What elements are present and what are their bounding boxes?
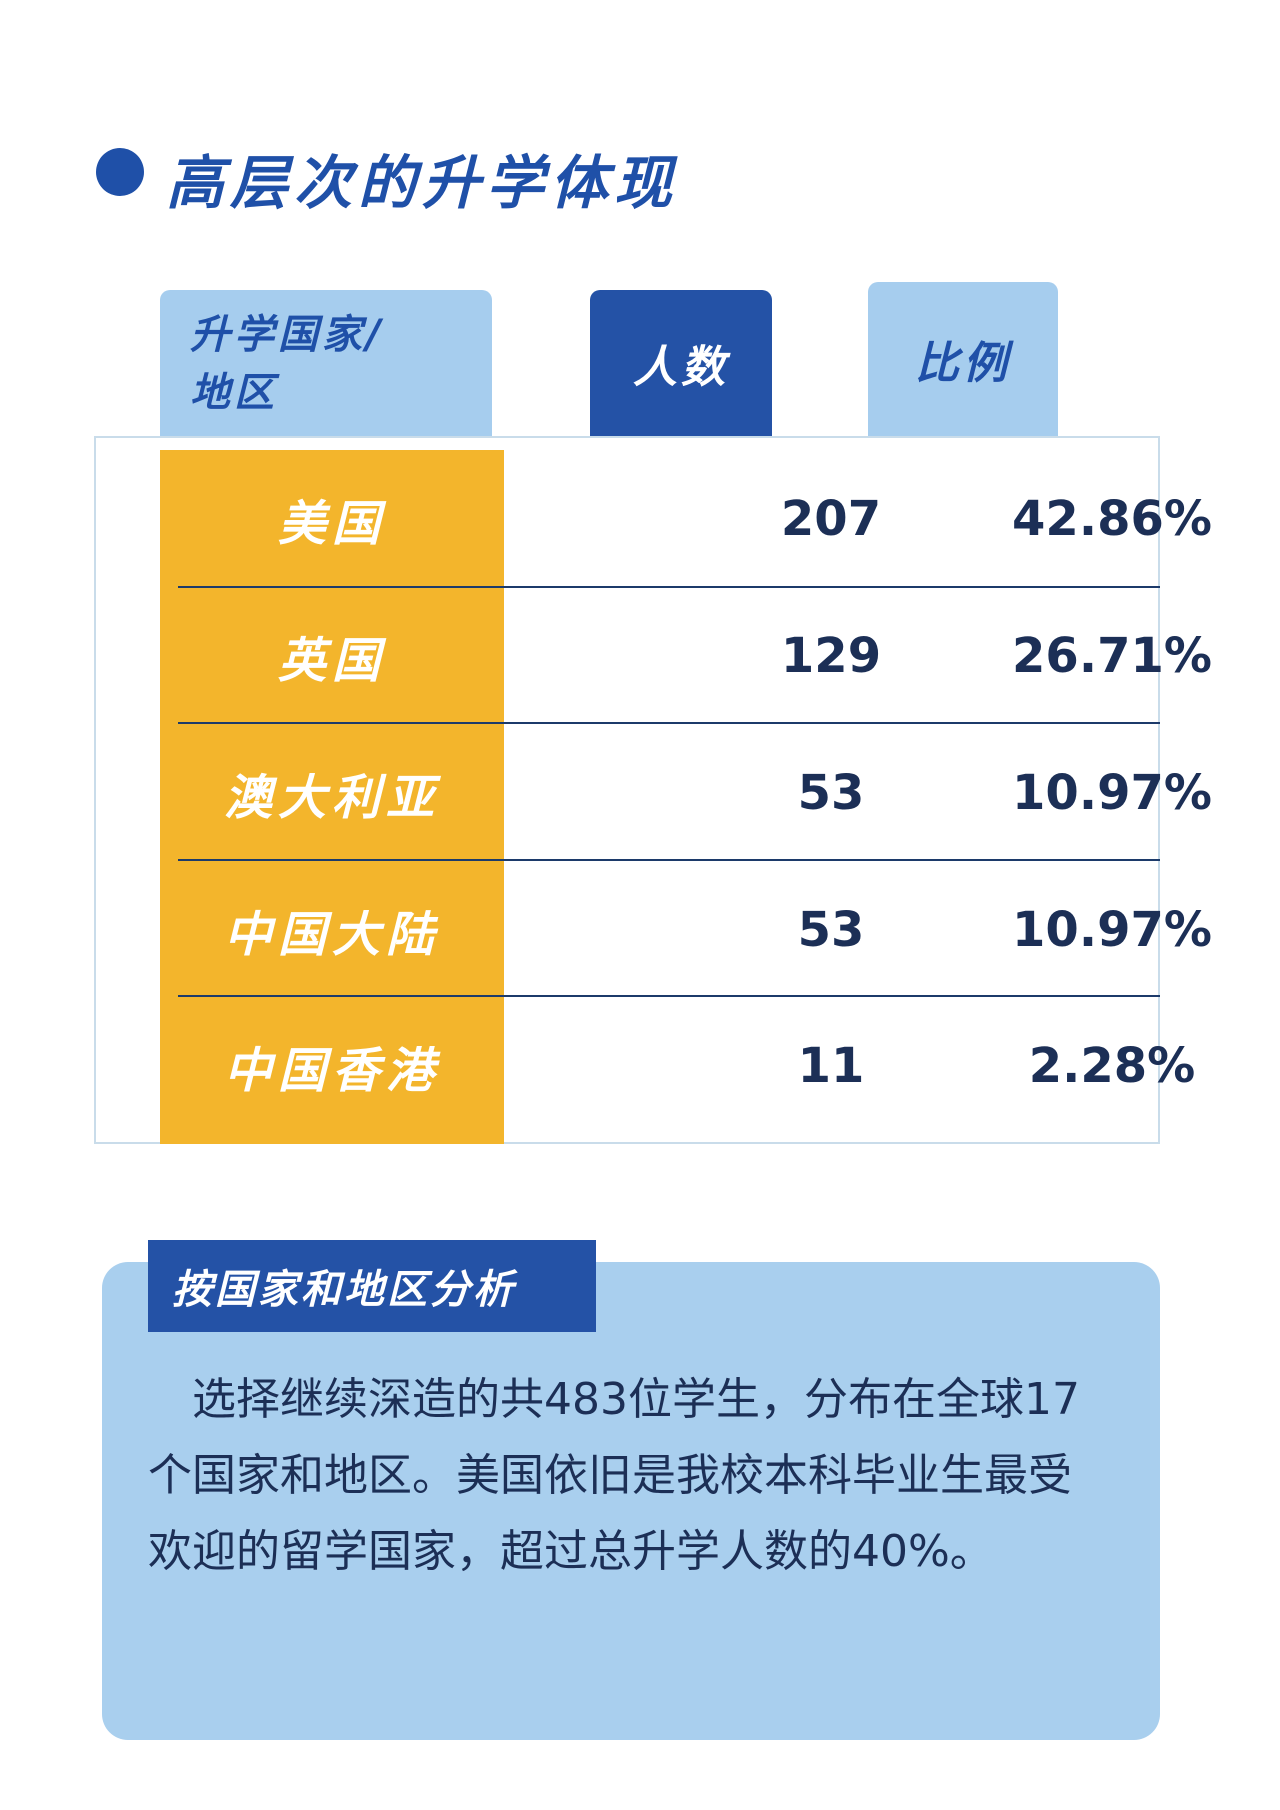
header-region-line2: 地区	[190, 370, 278, 416]
analysis-panel	[102, 1262, 1160, 1740]
table-row: 英国 129 26.71%	[160, 587, 1212, 724]
cell-count: 53	[797, 901, 865, 958]
row-divider	[178, 586, 1160, 588]
table-row: 中国香港 11 2.28%	[160, 997, 1195, 1134]
region-column-background	[160, 450, 504, 1144]
header-region-line1: 升学国家/	[190, 312, 385, 358]
cell-ratio: 26.71%	[1012, 627, 1212, 684]
cell-region: 中国香港	[223, 1042, 440, 1099]
analysis-text: 选择继续深造的共483位学生，分布在全球17个国家和地区。美国依旧是我校本科毕业…	[148, 1374, 1080, 1577]
cell-region: 英国	[277, 632, 386, 689]
cell-region: 中国大陆	[223, 906, 440, 963]
title-bullet-icon	[96, 148, 144, 196]
table-row: 美国 207 42.86%	[160, 450, 1212, 587]
header-count: 人数	[590, 290, 772, 436]
row-divider	[178, 859, 1160, 861]
cell-count: 207	[780, 490, 882, 547]
row-divider	[178, 995, 1160, 997]
cell-count: 11	[797, 1037, 865, 1094]
cell-ratio: 2.28%	[1028, 1037, 1196, 1094]
table-row: 澳大利亚 53 10.97%	[160, 724, 1212, 861]
cell-region: 美国	[277, 495, 386, 552]
cell-ratio: 42.86%	[1012, 490, 1212, 547]
header-region: 升学国家/ 地区	[160, 290, 492, 436]
header-ratio: 比例	[868, 282, 1058, 436]
cell-count: 129	[780, 627, 882, 684]
analysis-tag: 按国家和地区分析	[148, 1240, 596, 1332]
row-divider	[178, 722, 1160, 724]
cell-ratio: 10.97%	[1012, 764, 1212, 821]
data-table	[94, 436, 1160, 1144]
page-title: 高层次的升学体现	[166, 149, 679, 217]
table-row: 中国大陆 53 10.97%	[160, 861, 1212, 998]
cell-count: 53	[797, 764, 865, 821]
cell-region: 澳大利亚	[223, 769, 440, 826]
cell-ratio: 10.97%	[1012, 901, 1212, 958]
